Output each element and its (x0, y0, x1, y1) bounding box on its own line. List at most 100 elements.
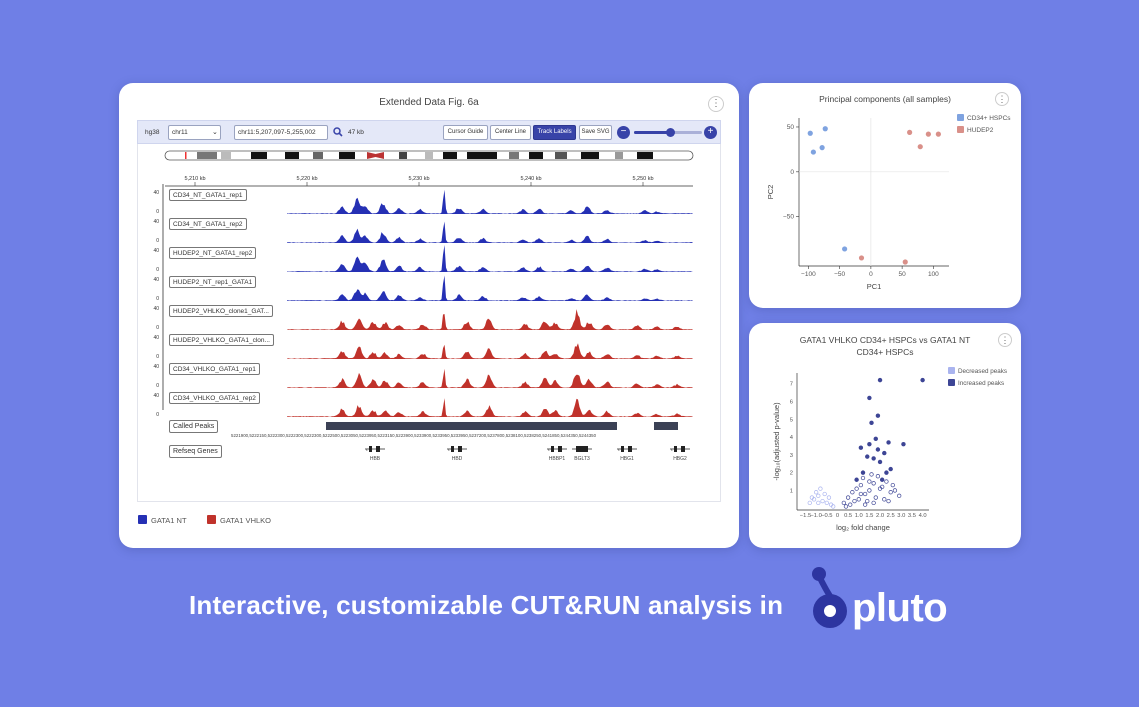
increased-peak-point[interactable] (867, 479, 872, 484)
called-peak-bar[interactable] (326, 422, 617, 430)
increased-peak-point[interactable] (854, 486, 859, 491)
increased-peak-point[interactable] (850, 490, 855, 495)
coverage-track-2[interactable] (287, 221, 693, 244)
legend-gata1-nt[interactable]: GATA1 NT (138, 515, 187, 525)
save-svg-button[interactable]: Save SVG (579, 125, 612, 140)
chromosome-select[interactable]: chr11 ⌄ (168, 125, 221, 140)
increased-peak-point[interactable] (867, 488, 872, 493)
track-label-1[interactable]: CD34_NT_GATA1_rep1 (169, 189, 247, 201)
increased-peak-point[interactable] (865, 498, 870, 504)
increased-peak-point[interactable] (867, 395, 872, 401)
pca-point[interactable] (858, 255, 865, 261)
increased-peak-point[interactable] (852, 498, 857, 504)
increased-peak-point[interactable] (845, 495, 851, 500)
pca-menu-icon[interactable]: ⋮ (995, 92, 1009, 106)
chromosome-ideogram[interactable] (164, 150, 694, 161)
gene-hbd[interactable]: ‹HBD (447, 446, 467, 462)
increased-peak-point[interactable] (865, 454, 870, 459)
pca-point[interactable] (917, 144, 923, 150)
increased-peak-point[interactable] (892, 488, 898, 493)
pca-point[interactable] (925, 131, 931, 137)
coverage-track-8[interactable] (287, 398, 693, 417)
center-line-button[interactable]: Center Line (490, 125, 531, 140)
increased-peak-point[interactable] (897, 493, 902, 498)
pca-point[interactable] (907, 129, 913, 135)
coverage-track-7[interactable] (287, 368, 693, 388)
increased-peak-point[interactable] (875, 413, 881, 418)
increased-peak-point[interactable] (858, 445, 864, 450)
decreased-peak-point[interactable] (807, 500, 812, 506)
increased-peak-point[interactable] (871, 500, 876, 506)
locus-input[interactable]: chr11:5,207,097-5,255,002 (234, 125, 328, 140)
legend-label[interactable]: Increased peaks (958, 380, 1004, 387)
igv-tracks[interactable]: 5,210 kb 5,220 kb 5,230 kb 5,240 kb 5,250 kb… (137, 144, 721, 502)
track-label-5[interactable]: HUDEP2_VHLKO_clone1_GAT... (169, 305, 273, 317)
gene-bglt3[interactable]: BGLT3 (572, 446, 592, 462)
increased-peak-point[interactable] (871, 481, 876, 486)
legend-label[interactable]: Decreased peaks (958, 368, 1007, 375)
increased-peak-point[interactable] (882, 497, 887, 502)
decreased-peak-point[interactable] (822, 491, 827, 497)
called-peaks-label[interactable]: Called Peaks (169, 420, 219, 433)
decreased-peak-point[interactable] (809, 495, 815, 500)
called-peaks-track[interactable]: 5221900,5222150,5222300,5222300,5222300,… (231, 422, 678, 438)
increased-peak-point[interactable] (860, 475, 866, 481)
increased-peak-point[interactable] (888, 490, 893, 495)
increased-peak-point[interactable] (848, 502, 853, 507)
increased-peak-point[interactable] (884, 479, 889, 484)
legend-label[interactable]: CD34+ HSPCs (967, 115, 1011, 122)
coverage-track-4[interactable] (287, 275, 693, 302)
increased-peak-point[interactable] (843, 504, 849, 509)
increased-peak-point[interactable] (877, 459, 883, 465)
coverage-track-5[interactable] (287, 309, 693, 330)
decreased-peak-point[interactable] (824, 500, 829, 506)
volcano-menu-icon[interactable]: ⋮ (998, 333, 1012, 347)
increased-peak-point[interactable] (886, 440, 891, 445)
track-label-2[interactable]: CD34_NT_GATA1_rep2 (169, 218, 247, 230)
increased-peak-point[interactable] (882, 450, 887, 456)
increased-peak-point[interactable] (862, 491, 868, 497)
track-label-8[interactable]: CD34_VHLKO_GATA1_rep2 (169, 392, 260, 404)
pca-point[interactable] (902, 259, 908, 265)
decreased-peak-point[interactable] (820, 498, 825, 504)
increased-peak-point[interactable] (858, 482, 864, 488)
gene-hbg2[interactable]: ‹HBG2 (670, 446, 690, 462)
decreased-peak-point[interactable] (818, 486, 823, 491)
increased-peak-point[interactable] (871, 456, 876, 461)
volcano-chart[interactable]: −1.5 −1.0 −0.5 0 0.5 1.0 1.5 2.0 2.5 3.0 3.5 4.0 1 2 3… (749, 323, 1021, 548)
zoom-slider-handle[interactable] (666, 128, 675, 137)
increased-peak-point[interactable] (920, 377, 925, 383)
pca-point[interactable] (819, 145, 825, 151)
increased-peak-point[interactable] (875, 474, 881, 479)
increased-peak-point[interactable] (856, 497, 861, 502)
track-label-7[interactable]: CD34_VHLKO_GATA1_rep1 (169, 363, 260, 375)
gene-hbb[interactable]: ‹HBB (365, 446, 385, 462)
track-label-3[interactable]: HUDEP2_NT_GATA1_rep2 (169, 247, 257, 259)
search-icon[interactable] (333, 127, 343, 137)
decreased-peak-point[interactable] (816, 493, 821, 498)
increased-peak-point[interactable] (862, 502, 868, 507)
cursor-guide-button[interactable]: Cursor Guide (443, 125, 488, 140)
pca-point[interactable] (935, 131, 941, 137)
increased-peak-point[interactable] (873, 495, 878, 500)
coverage-track-3[interactable] (287, 245, 693, 272)
increased-peak-point[interactable] (858, 491, 864, 497)
gene-hbbp1[interactable]: ‹ HBBP1 (547, 446, 567, 462)
refseq-genes-label[interactable]: Refseq Genes (169, 445, 222, 458)
increased-peak-point[interactable] (888, 466, 893, 472)
gene-hbg1[interactable]: ‹HBG1 (617, 446, 637, 462)
called-peak-bar[interactable] (654, 422, 678, 430)
track-label-6[interactable]: HUDEP2_VHLKO_GATA1_clon... (169, 334, 274, 346)
pca-chart[interactable]: −100 −50 0 50 100 50 0 −50 PC1 PC2 CD34+ HSPCs HUDE… (749, 83, 1021, 308)
increased-peak-point[interactable] (873, 436, 878, 442)
increased-peak-point[interactable] (877, 486, 883, 491)
pca-point[interactable] (807, 130, 813, 136)
legend-gata1-vhlko[interactable]: GATA1 VHLKO (207, 515, 271, 525)
zoom-out-icon[interactable]: − (617, 126, 630, 139)
increased-peak-point[interactable] (841, 500, 846, 506)
increased-peak-point[interactable] (869, 420, 874, 426)
decreased-peak-point[interactable] (816, 500, 821, 506)
igv-menu-icon[interactable]: ⋮ (708, 96, 724, 112)
increased-peak-point[interactable] (877, 377, 883, 383)
decreased-peak-point[interactable] (831, 504, 836, 509)
